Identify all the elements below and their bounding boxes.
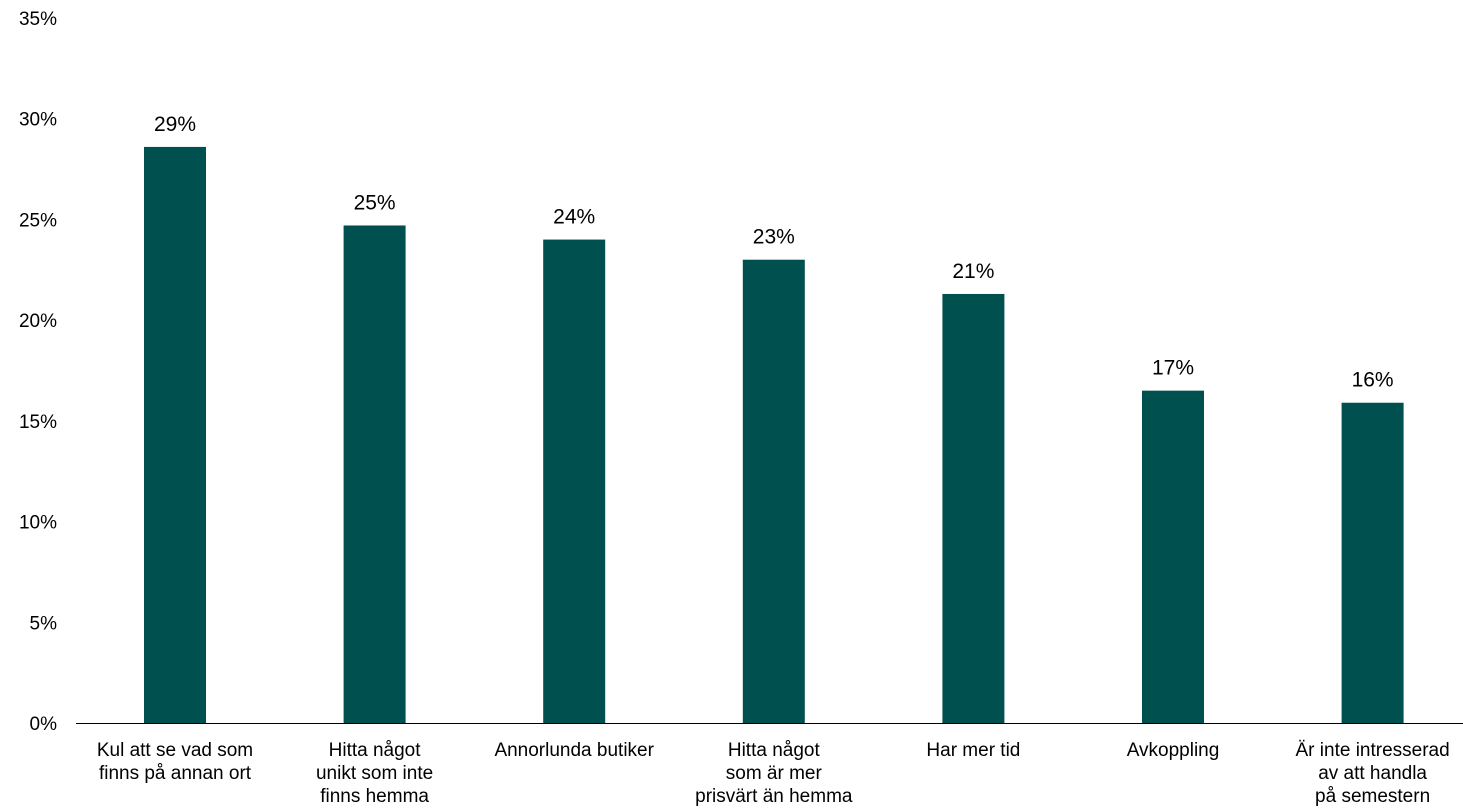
data-label: 17%: [1152, 357, 1194, 380]
bar: [343, 225, 406, 723]
y-tick-label: 30%: [19, 110, 57, 131]
data-label: 21%: [952, 260, 994, 283]
bar: [942, 293, 1005, 723]
x-tick-label: Har mer tid: [926, 740, 1020, 761]
y-tick-label: 25%: [19, 210, 57, 231]
x-tick-label: Hitta något unikt som inte finns hemma: [316, 740, 433, 807]
bar: [1142, 390, 1204, 723]
x-tick-label: Annorlunda butiker: [494, 740, 654, 761]
bar: [1341, 402, 1404, 723]
bars: [144, 146, 1404, 724]
bar: [543, 239, 606, 724]
x-tick-label: Avkoppling: [1127, 740, 1220, 761]
data-labels: 29% 25% 24% 23% 21% 17% 16%: [154, 113, 1394, 392]
data-label: 25%: [354, 191, 396, 214]
x-tick-label: Är inte intresserad av att handla på semes…: [1296, 740, 1450, 807]
y-tick-label: 0%: [30, 714, 58, 735]
data-label: 23%: [753, 226, 795, 249]
y-tick-label: 15%: [19, 412, 57, 433]
y-axis: 0% 5% 10% 15% 20% 25% 30% 35%: [19, 9, 57, 735]
x-axis: Kul att se vad som finns på annan ort Hitt…: [76, 723, 1463, 807]
y-tick-label: 35%: [19, 9, 57, 30]
y-tick-label: 5%: [30, 613, 58, 634]
x-tick-label: Hitta något som är mer prisvärt än hemma: [695, 740, 853, 807]
data-label: 24%: [553, 206, 595, 229]
data-label: 16%: [1352, 369, 1394, 392]
bar: [742, 259, 805, 723]
x-tick-label: Kul att se vad som finns på annan ort: [97, 740, 253, 784]
bar: [144, 146, 206, 723]
data-label: 29%: [154, 113, 196, 136]
y-tick-label: 20%: [19, 311, 57, 332]
y-tick-label: 10%: [19, 513, 57, 534]
